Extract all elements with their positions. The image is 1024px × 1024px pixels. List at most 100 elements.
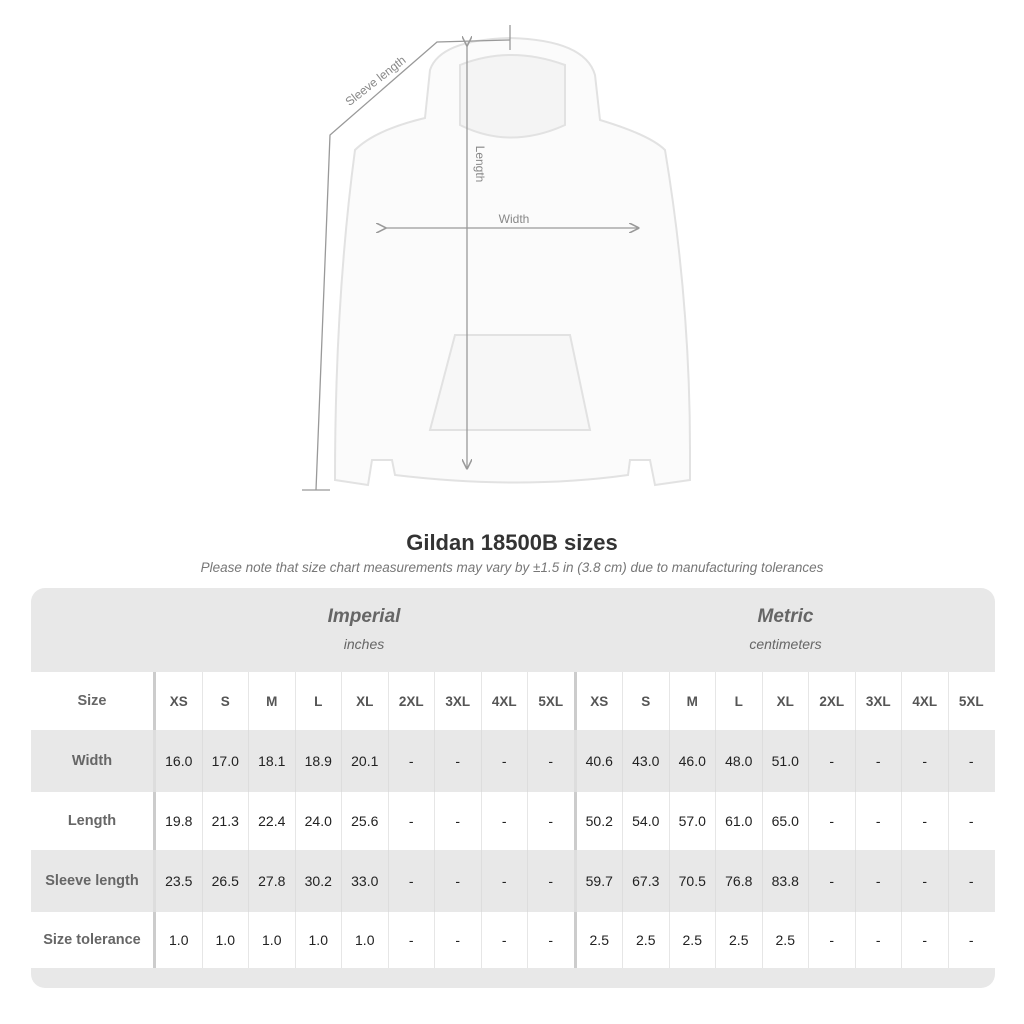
cell-imperial: 26.5 — [201, 850, 249, 912]
cell-imperial: 23.5 — [153, 850, 202, 912]
row-label: Width — [71, 753, 113, 769]
cell-imperial: 1.0 — [341, 912, 388, 968]
cell-metric: - — [947, 730, 995, 792]
hoodie-image — [333, 36, 691, 487]
width-label: Width — [499, 212, 530, 226]
cell-imperial: 22.4 — [248, 792, 295, 850]
cell-metric: 50.2 — [573, 792, 623, 850]
metric-unit: centimeters — [749, 636, 822, 652]
cell-imperial: - — [387, 912, 435, 968]
cell-imperial: - — [387, 730, 435, 792]
size-header-metric: 4XL — [901, 672, 948, 730]
size-header-imperial: 2XL — [387, 672, 435, 730]
cell-imperial: - — [434, 730, 481, 792]
row-label: Length — [67, 813, 117, 829]
cell-metric: - — [808, 792, 855, 850]
cell-imperial: - — [480, 850, 528, 912]
cell-metric: 51.0 — [761, 730, 809, 792]
page-title: Gildan 18500B sizes — [406, 530, 618, 555]
cell-imperial: - — [527, 850, 574, 912]
cell-imperial: 19.8 — [153, 792, 202, 850]
cell-imperial: - — [434, 912, 481, 968]
cell-imperial: 1.0 — [294, 912, 342, 968]
size-header-metric: 3XL — [854, 672, 902, 730]
cell-metric: 65.0 — [761, 792, 809, 850]
cell-metric: 54.0 — [622, 792, 669, 850]
sleeve-arrow — [315, 39, 511, 491]
cell-metric: - — [854, 912, 902, 968]
row-label: Sleeve length — [45, 873, 139, 889]
size-header-metric: S — [622, 672, 669, 730]
cell-imperial: - — [434, 792, 481, 850]
cell-imperial: 21.3 — [201, 792, 249, 850]
size-header-imperial: XS — [153, 672, 202, 730]
table-row: Size tolerance 1.0 1.0 1.0 1.0 1.0- - - -2.5 2.5 2… — [31, 912, 995, 968]
size-header-metric: M — [668, 672, 716, 730]
cell-metric: 2.5 — [573, 912, 623, 968]
size-header-metric: 5XL — [947, 672, 995, 730]
table-row: Sleeve length 23.5 26.5 27.8 30.2 33.0- - - -59.… — [31, 850, 995, 912]
cell-imperial: 1.0 — [201, 912, 249, 968]
cell-imperial: - — [480, 912, 528, 968]
cell-imperial: 25.6 — [341, 792, 388, 850]
cell-metric: 70.5 — [668, 850, 716, 912]
cell-imperial: - — [527, 912, 574, 968]
cell-metric: - — [901, 912, 948, 968]
cell-metric: 2.5 — [761, 912, 809, 968]
size-header-metric: XS — [573, 672, 623, 730]
size-chart-table: Imperial inches Metric centimeters Size X… — [31, 588, 995, 988]
cell-metric: - — [808, 730, 855, 792]
cell-imperial: 18.1 — [248, 730, 295, 792]
cell-metric: 83.8 — [761, 850, 809, 912]
cell-metric: 57.0 — [668, 792, 716, 850]
metric-title: Metric — [757, 606, 814, 627]
cell-metric: 43.0 — [622, 730, 669, 792]
cell-metric: - — [808, 912, 855, 968]
cell-metric: - — [808, 850, 855, 912]
cell-imperial: 20.1 — [341, 730, 388, 792]
imperial-title: Imperial — [327, 606, 401, 627]
cell-metric: 67.3 — [622, 850, 669, 912]
cell-imperial: 16.0 — [153, 730, 202, 792]
cell-metric: - — [854, 850, 902, 912]
size-header-imperial: 3XL — [434, 672, 481, 730]
cell-imperial: 1.0 — [153, 912, 202, 968]
size-header-imperial: S — [201, 672, 249, 730]
cell-metric: - — [947, 792, 995, 850]
cell-metric: 2.5 — [715, 912, 762, 968]
imperial-unit: inches — [343, 636, 385, 652]
cell-metric: - — [901, 850, 948, 912]
cell-imperial: - — [434, 850, 481, 912]
metric-group-header: Metric centimeters — [576, 606, 995, 652]
cell-imperial: 24.0 — [294, 792, 342, 850]
sleeve-length-label: Sleeve length — [343, 53, 409, 109]
cell-imperial: - — [480, 792, 528, 850]
cell-imperial: - — [387, 792, 435, 850]
size-header-imperial: 4XL — [480, 672, 528, 730]
cell-imperial: 18.9 — [294, 730, 342, 792]
cell-imperial: 1.0 — [248, 912, 295, 968]
table-row: Width 16.0 17.0 18.1 18.9 20.1- - - -40.6 43.0 46.… — [31, 730, 995, 792]
row-label: Size tolerance — [43, 932, 141, 948]
cell-metric: - — [901, 730, 948, 792]
cell-metric: 48.0 — [715, 730, 762, 792]
length-label: Length — [473, 146, 487, 183]
cell-imperial: 17.0 — [201, 730, 249, 792]
header-row: Size XS S M L XL 2XL 3XL 4XL 5XL XS S M L XL 2XL 3XL 4XL 5… — [31, 672, 995, 730]
size-header-metric: XL — [761, 672, 809, 730]
cell-imperial: 33.0 — [341, 850, 388, 912]
size-header-metric: 2XL — [808, 672, 855, 730]
cell-metric: - — [901, 792, 948, 850]
cell-imperial: - — [527, 730, 574, 792]
size-header-imperial: XL — [341, 672, 388, 730]
cell-imperial: - — [527, 792, 574, 850]
cell-metric: 40.6 — [573, 730, 623, 792]
cell-metric: 2.5 — [668, 912, 716, 968]
tolerance-note: Please note that size chart measurements… — [200, 560, 824, 575]
cell-metric: 46.0 — [668, 730, 716, 792]
cell-metric: 61.0 — [715, 792, 762, 850]
cell-imperial: 30.2 — [294, 850, 342, 912]
size-header-imperial: M — [248, 672, 295, 730]
cell-metric: - — [947, 850, 995, 912]
cell-metric: 59.7 — [573, 850, 623, 912]
